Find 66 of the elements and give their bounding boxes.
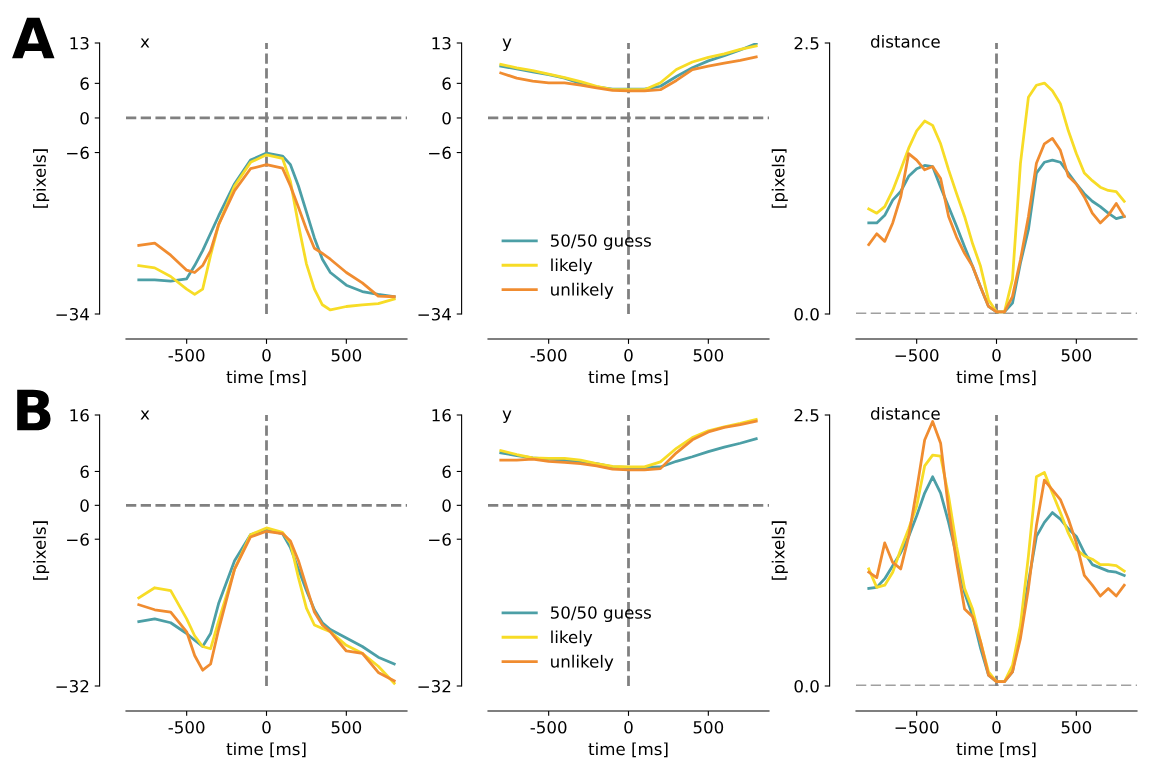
- x-tick-label: 0: [992, 349, 1001, 362]
- y-tick-label: −34: [56, 307, 89, 321]
- chart-title: y: [502, 38, 512, 52]
- y-tick-label: 6: [442, 77, 451, 90]
- x-tick-label: 500: [1061, 721, 1092, 734]
- text: B: [17, 389, 51, 431]
- text: A: [12, 17, 55, 59]
- x-axis-title: time [ms]: [226, 742, 306, 758]
- x-tick-label: 0: [262, 349, 271, 362]
- x-tick-label: 0: [992, 721, 1001, 734]
- y-tick-label: −6: [429, 146, 451, 160]
- y-tick-label: 16: [70, 408, 89, 422]
- y-axis-title: [pixels]: [771, 149, 788, 208]
- y-axis-title: [pixels]: [771, 521, 788, 580]
- y-tick-label: 0: [442, 111, 451, 125]
- y-tick-label: 6: [442, 465, 451, 479]
- x-tick-label: 500: [693, 721, 724, 734]
- x-tick-label: 0: [624, 721, 633, 734]
- y-tick-label: 13: [70, 36, 89, 50]
- x-tick-label: -500: [530, 721, 567, 734]
- x-tick-label: -500: [530, 349, 567, 362]
- y-tick-label: 0: [80, 111, 89, 125]
- x-tick-label: 500: [1061, 349, 1092, 362]
- x-tick-label: 0: [624, 349, 633, 362]
- chart-title: distance: [870, 34, 940, 48]
- legend-label: 50/50 guess: [550, 234, 651, 251]
- legend-label: unlikely: [551, 282, 614, 299]
- x-axis-title: time [ms]: [956, 742, 1036, 758]
- y-tick-label: −32: [418, 679, 451, 693]
- legend-label: unlikely: [551, 654, 614, 671]
- y-tick-label: 0: [442, 499, 451, 512]
- x-tick-label: −500: [895, 721, 939, 734]
- x-axis-title: time [ms]: [226, 370, 306, 386]
- y-tick-label: −6: [67, 533, 89, 546]
- x-tick-label: −500: [895, 349, 939, 362]
- chart-title: x: [140, 410, 150, 420]
- y-tick-label: 13: [432, 36, 451, 50]
- legend-label: likely: [551, 630, 593, 647]
- y-axis-title: [pixels]: [33, 149, 50, 208]
- y-tick-label: 6: [80, 465, 89, 479]
- chart-title: x: [140, 38, 150, 48]
- y-tick-label: −32: [56, 679, 89, 693]
- chart-title: y: [502, 410, 512, 424]
- x-tick-label: 500: [331, 349, 362, 362]
- y-tick-label: −6: [67, 146, 89, 160]
- x-tick-label: 500: [331, 721, 362, 734]
- x-axis-title: time [ms]: [588, 370, 668, 386]
- chart-title: distance: [870, 406, 940, 420]
- legend-label: likely: [551, 258, 593, 275]
- x-tick-label: -500: [168, 349, 205, 362]
- legend-label: 50/50 guess: [550, 606, 651, 623]
- y-tick-label: 16: [432, 408, 451, 422]
- y-tick-label: −6: [429, 533, 451, 546]
- x-tick-label: -500: [168, 721, 205, 734]
- y-tick-label: 2.5: [794, 36, 819, 50]
- x-tick-label: 0: [262, 721, 271, 734]
- x-tick-label: 500: [693, 349, 724, 362]
- y-tick-label: −34: [418, 307, 451, 321]
- x-axis-title: time [ms]: [956, 370, 1036, 386]
- y-tick-label: 6: [80, 77, 89, 90]
- y-tick-label: 2.5: [794, 408, 819, 422]
- y-tick-label: 0: [80, 499, 89, 512]
- y-axis-title: [pixels]: [33, 521, 50, 580]
- x-axis-title: time [ms]: [588, 742, 668, 758]
- y-tick-label: 0.0: [794, 679, 819, 693]
- y-tick-label: 0.0: [794, 307, 819, 321]
